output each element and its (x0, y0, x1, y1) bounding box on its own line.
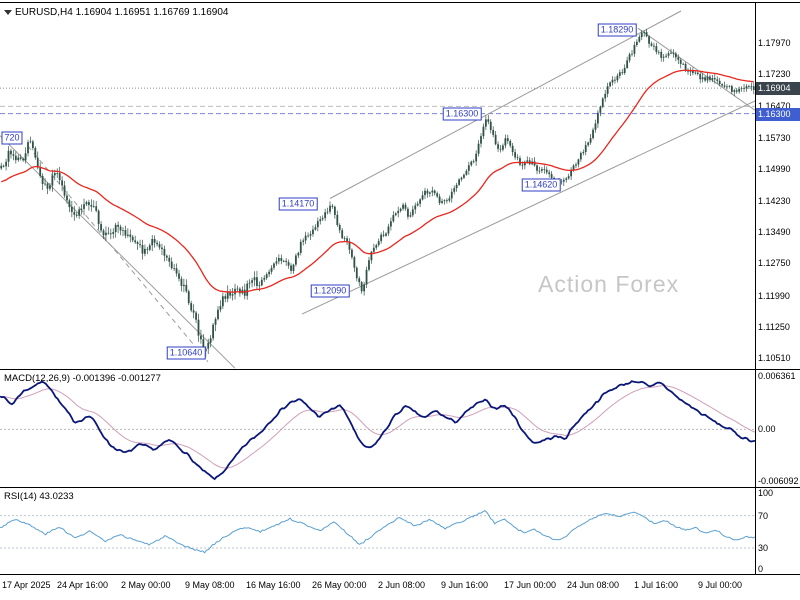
price-annotation: 720 (1, 131, 23, 145)
candlestick-chart[interactable] (0, 3, 755, 369)
price-axis-label: 1.12750 (758, 258, 791, 268)
rsi-axis-label: 100 (758, 488, 774, 498)
price-axis-label: 1.17970 (758, 38, 791, 48)
candle-bodies (0, 32, 755, 352)
time-label: 1 Jul 16:00 (634, 580, 679, 590)
price-axis-label: 1.10510 (758, 353, 791, 363)
price-axis-label: 1.11250 (758, 322, 790, 332)
time-label: 26 May 00:00 (312, 580, 367, 590)
price-axis-label: 1.17230 (758, 69, 791, 79)
rsi-line (0, 509, 755, 554)
price-axis-badge: 1.16904 (756, 82, 800, 95)
price-annotation: 1.14620 (521, 178, 561, 192)
time-label: 17 Apr 2025 (2, 580, 51, 590)
chart-title: EURUSD,H4 1.16904 1.16951 1.16769 1.1690… (4, 7, 229, 18)
time-label: 16 May 16:00 (246, 580, 301, 590)
price-axis-label: 1.15730 (758, 133, 791, 143)
macd-axis-label: 0.00 (758, 424, 776, 434)
moving-average-line (0, 69, 754, 293)
chart-title-text: EURUSD,H4 1.16904 1.16951 1.16769 1.1690… (15, 7, 229, 18)
price-annotation: 1.18290 (597, 23, 637, 37)
macd-axis-label: -0.006092 (758, 476, 799, 486)
rsi-axis-label: 70 (758, 511, 769, 521)
macd-panel: MACD(12,26,9) -0.001396 -0.001277 0.0063… (0, 370, 800, 488)
trendline[interactable] (329, 10, 682, 199)
price-annotation: 1.12090 (310, 284, 350, 298)
time-label: 9 Jun 16:00 (441, 580, 489, 590)
time-label: 24 Apr 16:00 (57, 580, 109, 590)
price-axis-badge: 1.16300 (756, 108, 800, 121)
macd-axis-label: 0.006361 (758, 371, 796, 381)
time-axis: 17 Apr 2025 24 Apr 16:00 2 May 00:00 9 May … (0, 575, 800, 600)
time-label: 9 Jul 00:00 (698, 580, 743, 590)
price-annotation: 1.16300 (442, 107, 482, 121)
rsi-chart[interactable] (0, 488, 755, 574)
price-axis-label: 1.11990 (758, 291, 790, 301)
rsi-axis-label: 0 (758, 564, 764, 574)
watermark: Action Forex (538, 271, 680, 297)
trendline[interactable] (0, 135, 236, 369)
time-label: 17 Jun 00:00 (504, 580, 557, 590)
price-annotation: 1.10640 (166, 346, 206, 360)
price-axis-label: 1.16470 (758, 101, 791, 111)
macd-main-line (0, 380, 755, 481)
trendline[interactable] (637, 27, 755, 111)
trendline[interactable] (301, 100, 755, 315)
price-axis-label: 1.14990 (758, 164, 791, 174)
rsi-axis-label: 30 (758, 543, 769, 553)
time-label: 9 May 08:00 (185, 580, 235, 590)
main-chart-panel: EURUSD,H4 1.16904 1.16951 1.16769 1.1690… (0, 2, 800, 370)
time-label: 2 May 00:00 (121, 580, 171, 590)
macd-chart[interactable] (0, 370, 755, 487)
macd-header: MACD(12,26,9) -0.001396 -0.001277 (4, 373, 161, 384)
price-axis-label: 1.13490 (758, 227, 791, 237)
candle-wicks (0, 28, 755, 358)
rsi-header: RSI(14) 43.0233 (4, 491, 74, 502)
macd-signal-line (0, 385, 755, 469)
trendline[interactable] (27, 145, 209, 363)
axis-separator (755, 2, 756, 575)
time-label: 2 Jun 08:00 (378, 580, 426, 590)
price-annotation: 1.14170 (278, 197, 318, 211)
price-axis-label: 1.14230 (758, 196, 791, 206)
symbol-marker-icon (4, 10, 12, 15)
time-label: 24 Jun 08:00 (567, 580, 620, 590)
rsi-panel: RSI(14) 43.0233 100 70 30 0 (0, 488, 800, 575)
